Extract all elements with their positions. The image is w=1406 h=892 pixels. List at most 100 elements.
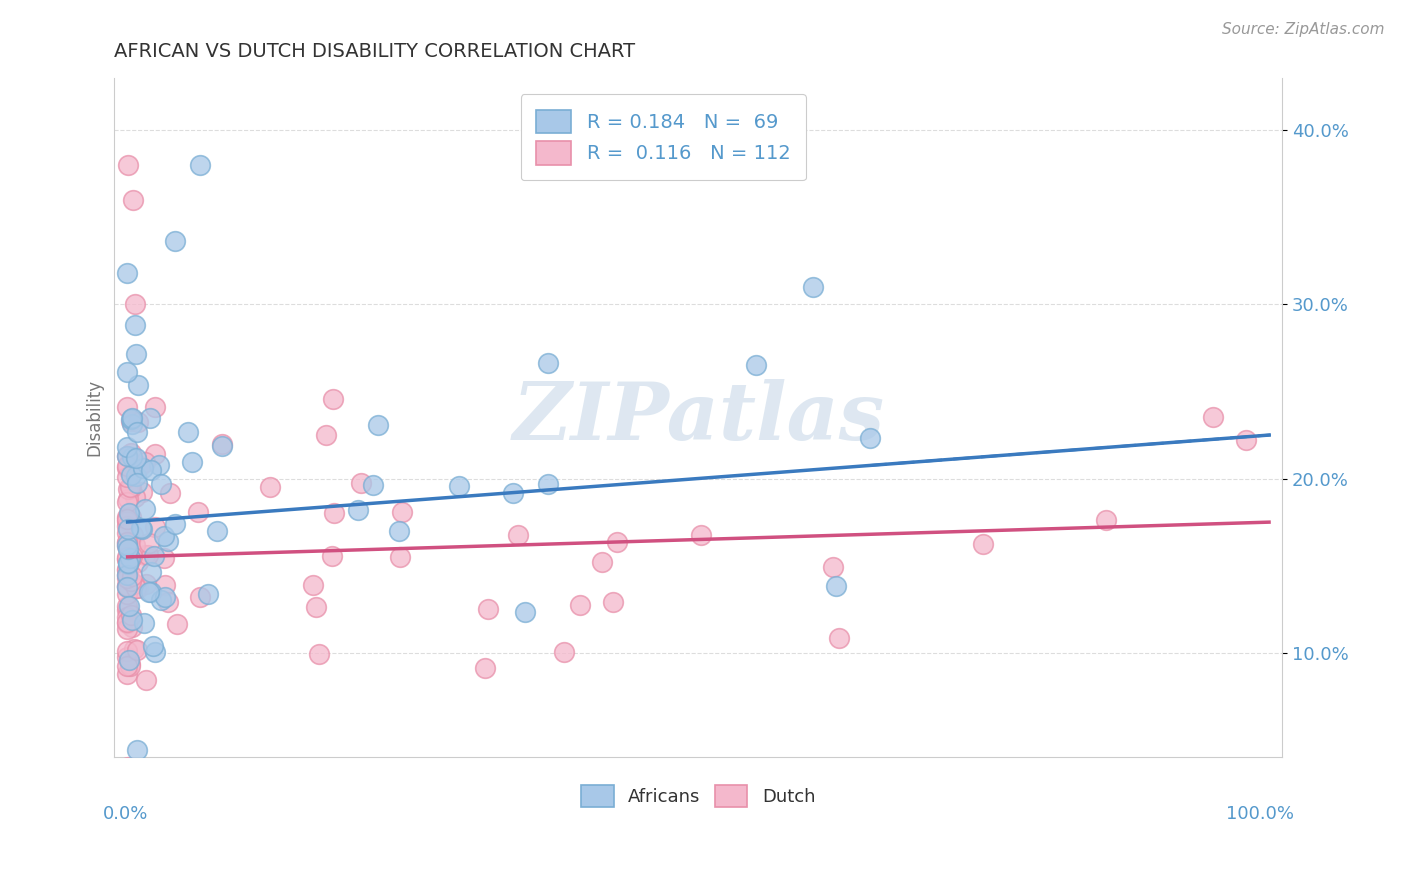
Point (150, 476, 173, 491)
Point (117, 158, 139, 172)
Point (143, 401, 166, 415)
Point (177, 425, 200, 439)
Point (801, 279, 824, 293)
Point (824, 579, 846, 593)
Point (117, 542, 139, 557)
Point (117, 760, 139, 774)
Point (121, 411, 143, 425)
Point (115, 667, 138, 681)
Point (537, 477, 560, 491)
Point (115, 460, 138, 475)
Point (134, 455, 156, 469)
Point (1202, 410, 1225, 425)
Point (197, 587, 219, 601)
Point (115, 440, 138, 454)
Point (115, 602, 138, 616)
Y-axis label: Disability: Disability (86, 379, 103, 456)
Point (553, 645, 575, 659)
Point (1234, 433, 1257, 447)
Point (141, 585, 163, 599)
Point (602, 595, 624, 609)
Point (139, 463, 162, 477)
Point (515, 605, 537, 619)
Point (141, 566, 163, 580)
Point (346, 503, 368, 517)
Point (211, 440, 233, 454)
Point (163, 517, 186, 532)
Point (121, 613, 143, 627)
Point (477, 602, 499, 616)
Point (125, 347, 148, 361)
Point (115, 580, 138, 594)
Point (591, 554, 613, 568)
Point (127, 425, 149, 439)
Point (153, 591, 176, 605)
Point (388, 524, 411, 538)
Point (117, 567, 139, 582)
Point (305, 599, 328, 614)
Point (124, 297, 146, 311)
Point (125, 743, 148, 757)
Point (537, 356, 560, 370)
Point (117, 482, 139, 496)
Point (125, 469, 148, 483)
Point (150, 592, 173, 607)
Point (474, 661, 496, 675)
Point (321, 549, 343, 564)
Point (115, 587, 138, 601)
Point (115, 563, 138, 577)
Point (122, 527, 145, 541)
Point (127, 377, 149, 392)
Point (134, 548, 156, 562)
Point (115, 644, 138, 658)
Point (117, 449, 139, 463)
Point (117, 458, 139, 472)
Point (120, 608, 142, 623)
Point (115, 267, 138, 281)
Point (120, 446, 142, 460)
Point (124, 450, 146, 465)
Point (129, 521, 152, 535)
Point (117, 557, 139, 571)
Point (115, 535, 138, 549)
Point (121, 450, 143, 464)
Point (115, 615, 138, 629)
Point (350, 475, 373, 490)
Point (115, 512, 138, 526)
Point (181, 455, 204, 469)
Point (828, 631, 851, 645)
Point (159, 485, 181, 500)
Point (143, 645, 166, 659)
Point (120, 574, 142, 589)
Point (115, 579, 138, 593)
Point (117, 491, 139, 506)
Point (117, 534, 139, 549)
Point (153, 578, 176, 592)
Point (135, 673, 157, 687)
Point (323, 506, 346, 520)
Point (132, 615, 155, 630)
Point (115, 551, 138, 566)
Point (124, 538, 146, 552)
Point (115, 615, 138, 630)
Point (117, 652, 139, 666)
Point (143, 520, 166, 534)
Point (115, 599, 138, 613)
Point (120, 481, 142, 495)
Point (118, 599, 141, 613)
Point (120, 412, 142, 426)
Point (118, 507, 141, 521)
Point (821, 560, 844, 574)
Point (1095, 513, 1118, 527)
Point (125, 582, 148, 596)
Text: Source: ZipAtlas.com: Source: ZipAtlas.com (1222, 22, 1385, 37)
Point (120, 659, 142, 673)
Point (136, 549, 159, 563)
Point (157, 534, 180, 549)
Point (156, 595, 179, 609)
Point (115, 659, 138, 673)
Point (121, 549, 143, 563)
Point (135, 577, 157, 591)
Point (115, 535, 138, 549)
Point (115, 539, 138, 553)
